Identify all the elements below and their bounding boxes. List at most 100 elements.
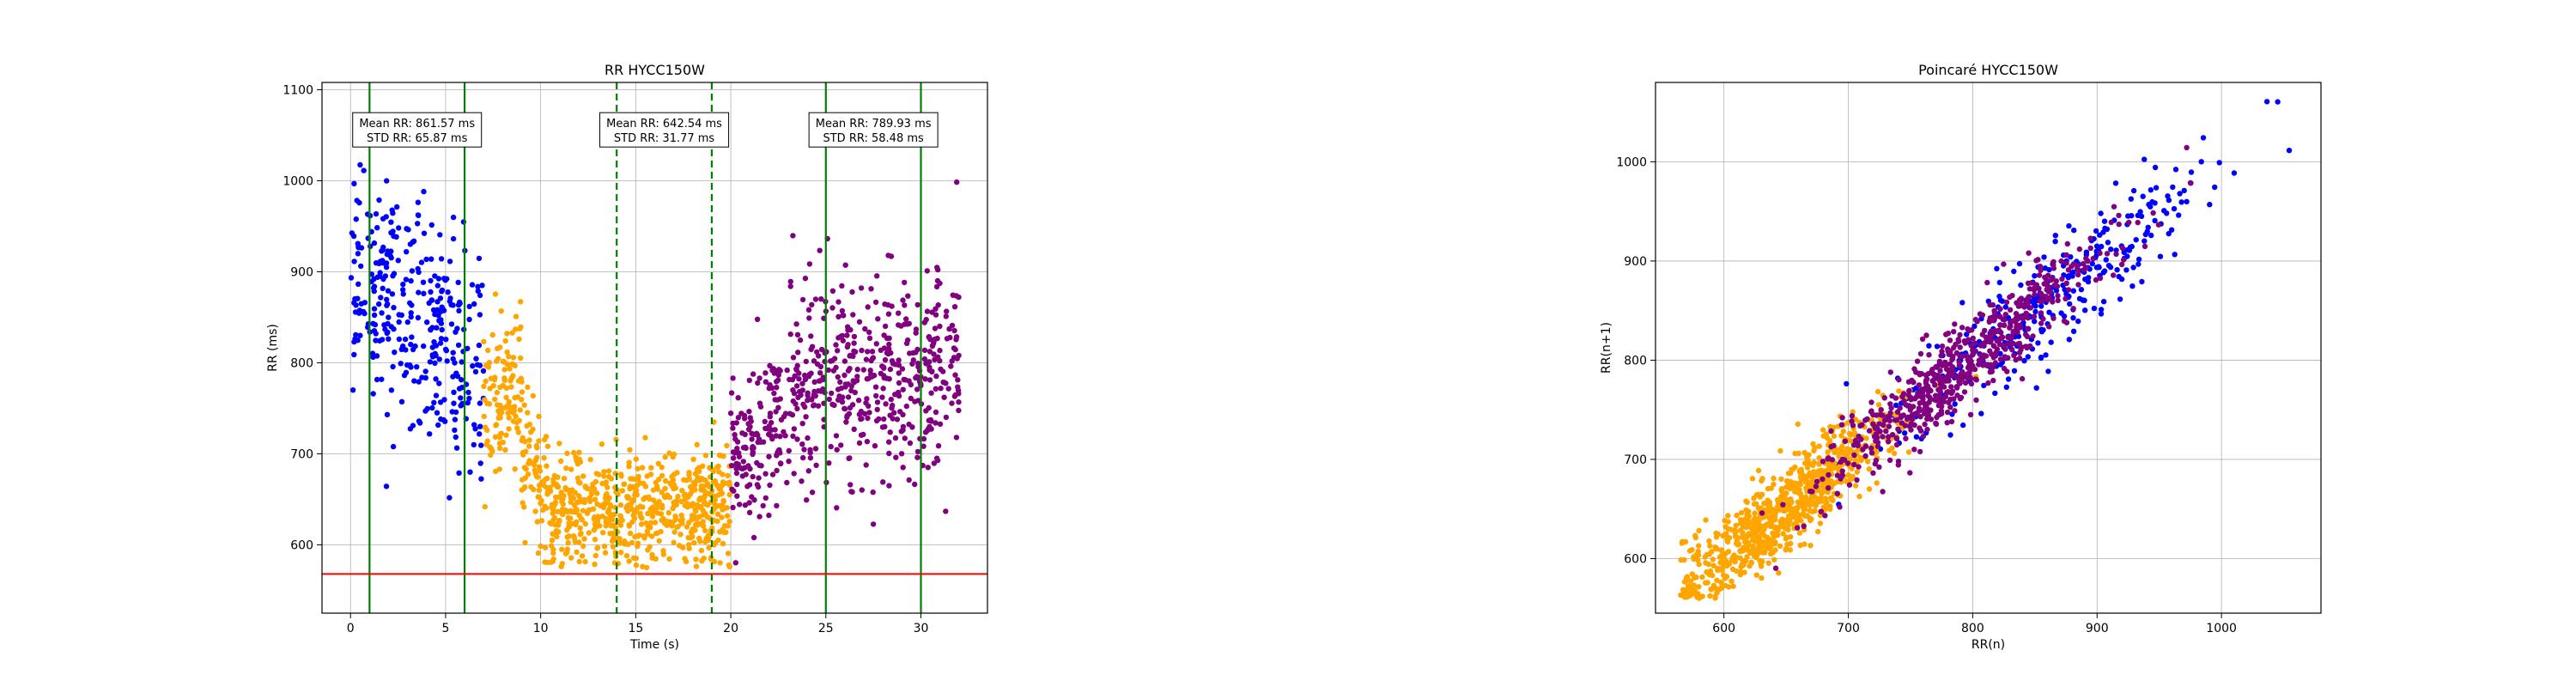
- rr-point: [407, 426, 414, 432]
- rr-point: [678, 498, 684, 505]
- rr-point: [924, 268, 931, 274]
- poincare-point: [1686, 548, 1693, 554]
- rr-point: [427, 359, 434, 365]
- rr-point: [617, 522, 624, 528]
- poincare-point: [1734, 512, 1740, 519]
- rr-point: [517, 325, 523, 331]
- rr-point: [550, 550, 556, 556]
- poincare-point: [2135, 219, 2141, 226]
- rr-point: [453, 329, 459, 335]
- rr-point: [868, 357, 874, 364]
- rr-point: [568, 555, 574, 561]
- rr-point: [621, 481, 628, 487]
- rr-point: [719, 490, 726, 496]
- rr-point: [490, 383, 496, 389]
- poincare-point: [2200, 135, 2207, 141]
- rr-point: [726, 562, 732, 568]
- poincare-point: [2014, 321, 2020, 328]
- poincare-point: [1759, 476, 1765, 482]
- rr-point: [433, 392, 440, 398]
- poincare-point: [2100, 270, 2106, 276]
- rr-point: [642, 435, 648, 441]
- rr-point: [667, 480, 673, 486]
- poincare-point: [1820, 459, 1826, 465]
- rr-point: [506, 415, 512, 421]
- rr-point: [633, 507, 639, 513]
- rr-point: [935, 354, 941, 360]
- poincare-point: [2145, 224, 2151, 230]
- rr-point: [678, 519, 684, 525]
- rr-point: [556, 483, 562, 490]
- poincare-point: [2087, 245, 2093, 252]
- poincare-point: [1972, 316, 1979, 323]
- poincare-point: [2018, 282, 2024, 289]
- rr-point: [793, 383, 800, 389]
- poincare-point: [2119, 245, 2126, 251]
- rr-point: [686, 545, 692, 551]
- poincare-point: [2050, 265, 2057, 271]
- poincare-point: [1828, 428, 1834, 435]
- rr-point: [504, 349, 510, 356]
- rr-point: [714, 482, 720, 488]
- poincare-point: [1960, 422, 1966, 429]
- poincare-point: [1772, 539, 1778, 545]
- rr-point: [538, 497, 544, 504]
- poincare-point: [1962, 340, 1968, 346]
- rr-point: [577, 525, 583, 532]
- poincare-point: [1819, 490, 1825, 497]
- rr-point: [438, 416, 444, 423]
- rr-point: [383, 260, 389, 267]
- rr-point: [669, 523, 675, 529]
- rr-point: [927, 337, 933, 343]
- rr-point: [912, 398, 918, 404]
- poincare-point: [1909, 377, 1915, 384]
- rr-point: [635, 465, 641, 471]
- poincare-point: [1766, 508, 1772, 514]
- rr-point: [702, 527, 708, 534]
- rr-point: [424, 319, 430, 325]
- rr-point: [475, 283, 481, 289]
- rr-point: [906, 378, 912, 384]
- poincare-point: [2181, 187, 2187, 194]
- rr-point: [576, 558, 582, 565]
- rr-chart-plot-frame: [321, 82, 988, 614]
- rr-point: [525, 384, 531, 390]
- rr-point: [720, 540, 726, 547]
- rr-point: [681, 477, 687, 483]
- poincare-point: [1850, 423, 1856, 429]
- rr-point: [437, 399, 444, 405]
- rr-point: [423, 256, 429, 263]
- rr-point: [693, 556, 699, 562]
- rr-point: [852, 349, 859, 355]
- rr-point: [736, 450, 742, 456]
- rr-point: [409, 268, 416, 274]
- rr-point: [902, 435, 908, 441]
- rr-point: [499, 409, 505, 416]
- rr-point: [896, 370, 902, 376]
- rr-point: [429, 404, 435, 411]
- rr-point: [762, 495, 769, 502]
- rr-point: [646, 494, 652, 500]
- rr-point: [450, 235, 457, 242]
- rr-point: [373, 331, 379, 337]
- rr-chart-ytick-label: 900: [290, 265, 313, 279]
- rr-point: [494, 358, 500, 364]
- poincare-point: [1798, 477, 1805, 483]
- rr-point: [715, 463, 721, 470]
- poincare-point: [2021, 304, 2027, 310]
- rr-point: [809, 397, 815, 403]
- poincare-point: [2024, 296, 2030, 302]
- rr-point: [728, 390, 735, 396]
- rr-point: [933, 306, 939, 312]
- rr-point: [605, 509, 611, 515]
- poincare-point: [1784, 541, 1790, 548]
- rr-point: [601, 473, 607, 479]
- poincare-point: [1797, 542, 1803, 549]
- rr-chart-xtick-label: 0: [347, 622, 355, 635]
- rr-point: [694, 441, 700, 447]
- rr-point: [956, 294, 962, 301]
- rr-point: [435, 422, 441, 429]
- poincare-point: [2015, 341, 2021, 347]
- rr-point: [851, 333, 858, 340]
- rr-point: [465, 345, 471, 351]
